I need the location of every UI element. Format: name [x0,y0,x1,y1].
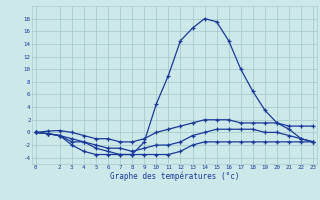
X-axis label: Graphe des températures (°c): Graphe des températures (°c) [110,172,239,181]
